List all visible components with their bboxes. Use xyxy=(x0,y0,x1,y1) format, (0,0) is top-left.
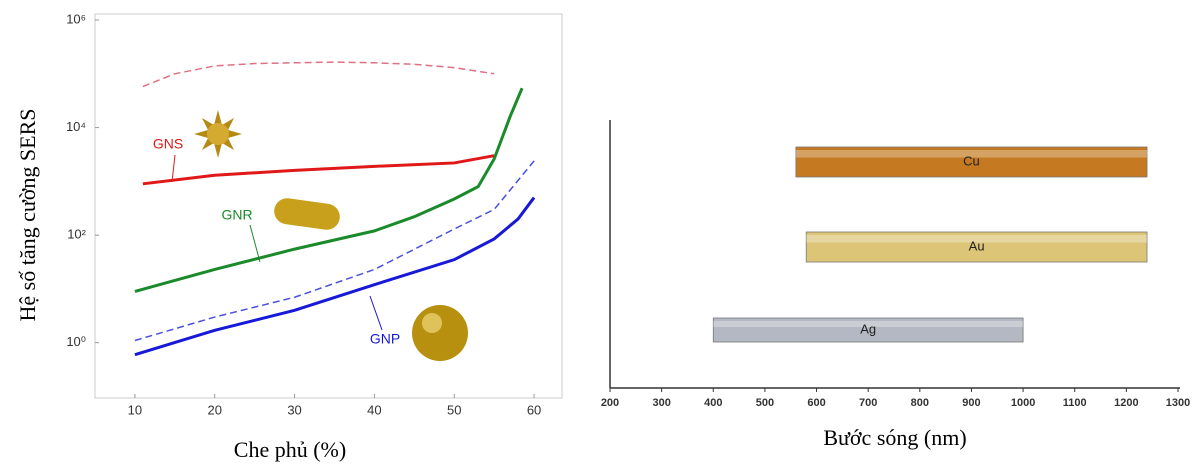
x-axis-title: Bước sóng (nm) xyxy=(823,425,966,450)
x-tick-label: 50 xyxy=(447,402,461,417)
bar-label: Ag xyxy=(860,321,876,336)
y-tick-label: 10⁰ xyxy=(66,334,86,349)
x-tick-label: 20 xyxy=(208,402,222,417)
leader-line xyxy=(370,296,382,330)
y-axis-title: Hệ số tăng cường SERS xyxy=(15,109,40,322)
series-label: GNS xyxy=(153,136,183,152)
x-tick-label: 900 xyxy=(962,397,980,409)
star-icon xyxy=(194,110,242,158)
bar-label: Cu xyxy=(963,153,980,168)
sphere-highlight xyxy=(422,313,442,333)
leader-line xyxy=(250,225,260,262)
x-tick-label: 60 xyxy=(527,402,541,417)
x-tick-label: 600 xyxy=(807,397,825,409)
y-tick-label: 10² xyxy=(67,227,86,242)
x-tick-label: 400 xyxy=(704,397,722,409)
x-tick-label: 30 xyxy=(287,402,301,417)
bar-label: Au xyxy=(969,238,985,253)
x-axis-title: Che phủ (%) xyxy=(234,437,346,462)
x-tick-label: 1100 xyxy=(1063,397,1087,409)
rod-icon xyxy=(273,197,342,232)
series-line xyxy=(135,88,522,291)
leader-line xyxy=(172,155,175,182)
y-tick-label: 10⁴ xyxy=(66,119,86,134)
series-label: GNP xyxy=(370,331,400,347)
series-line xyxy=(143,62,494,86)
series-line xyxy=(143,156,494,184)
x-tick-label: 300 xyxy=(652,397,670,409)
y-tick-label: 10⁶ xyxy=(66,11,86,26)
x-tick-label: 1300 xyxy=(1166,397,1190,409)
x-tick-label: 1200 xyxy=(1114,397,1138,409)
series-label: GNR xyxy=(221,207,252,223)
sphere-icon xyxy=(412,305,468,361)
x-tick-label: 700 xyxy=(859,397,877,409)
x-tick-label: 800 xyxy=(911,397,929,409)
figure: Che phủ (%) Hệ số tăng cường SERS Bước s… xyxy=(0,0,1204,468)
x-tick-label: 10 xyxy=(128,402,142,417)
x-tick-label: 40 xyxy=(367,402,381,417)
x-tick-label: 500 xyxy=(756,397,774,409)
x-tick-label: 200 xyxy=(601,397,619,409)
x-tick-label: 1000 xyxy=(1011,397,1035,409)
